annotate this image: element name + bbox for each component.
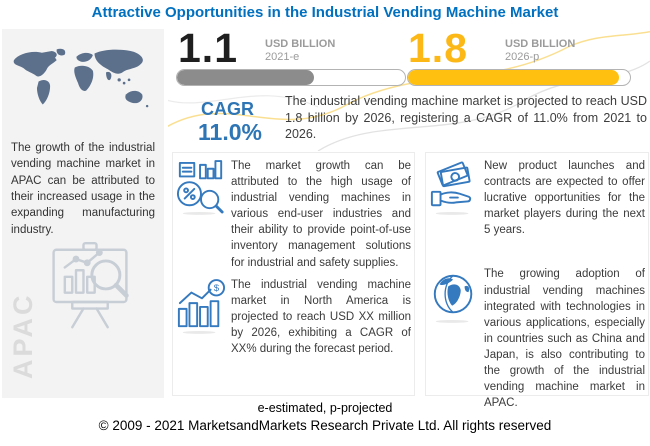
unit-2026: USD BILLION 2026-p — [505, 38, 575, 64]
copyright: © 2009 - 2021 MarketsandMarkets Research… — [98, 418, 552, 433]
market-analysis-icon — [176, 160, 224, 215]
insight-apac-adoption: The growing adoption of industrial vendi… — [429, 266, 645, 411]
insight-new-products: New product launches and contracts are e… — [429, 158, 645, 238]
year-label-2026: 2026-p — [505, 51, 540, 64]
page-title: Attractive Opportunities in the Industri… — [91, 4, 559, 21]
cagr-description: The industrial vending machine market is… — [285, 94, 647, 142]
unit-label-2021: USD BILLION — [265, 38, 336, 50]
apac-sidebar: The growth of the industrial vending mac… — [2, 29, 164, 398]
region-watermark: APAC — [8, 292, 38, 379]
market-size-2021: 1.1 — [178, 25, 238, 71]
progress-bar-2026 — [407, 69, 631, 86]
unit-2021: USD BILLION 2021-e — [265, 38, 335, 64]
insight-text: The industrial vending machine market in… — [231, 278, 411, 356]
unit-label-2026: USD BILLION — [505, 38, 576, 50]
market-size-2026: 1.8 — [408, 25, 468, 71]
growth-chart-dollar-icon: $ — [177, 278, 226, 334]
apac-growth-text: The growth of the industrial vending mac… — [11, 142, 155, 236]
progress-fill-2021 — [177, 70, 314, 85]
cagr-label: CAGR — [201, 99, 254, 119]
world-map-icon — [13, 48, 149, 108]
svg-text:$: $ — [214, 283, 220, 294]
presentation-chart-magnifier-icon — [52, 241, 129, 329]
cagr-value: 11.0% — [198, 119, 262, 145]
year-label-2021: 2021-e — [265, 51, 300, 64]
insight-text: The market growth can be attributed to t… — [231, 160, 411, 269]
money-hand-icon — [430, 161, 472, 215]
legend-note: e-estimated, p-projected — [257, 401, 393, 415]
progress-fill-2026 — [408, 70, 619, 85]
insight-text: The growing adoption of industrial vendi… — [484, 268, 645, 410]
opportunities-card: New product launches and contracts are e… — [425, 152, 649, 409]
market-drivers-card: The market growth can be attributed to t… — [172, 152, 415, 396]
insight-text: New product launches and contracts are e… — [484, 160, 645, 237]
market-size-banner: 1.1 USD BILLION 2021-e 1.8 USD BILLION 2… — [168, 25, 650, 151]
progress-bar-2021 — [176, 69, 406, 86]
globe-icon — [433, 275, 473, 324]
insight-market-growth: The market growth can be attributed to t… — [176, 158, 411, 271]
insight-north-america: $ The industrial vending machine market … — [176, 277, 411, 357]
